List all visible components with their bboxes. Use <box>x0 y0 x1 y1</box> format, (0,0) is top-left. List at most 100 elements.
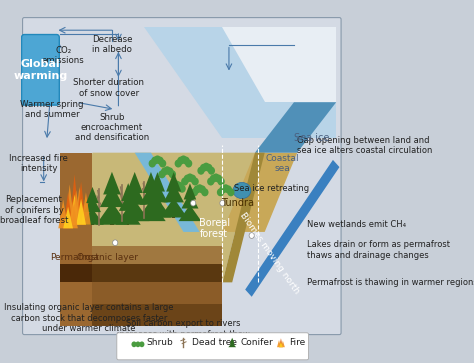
Polygon shape <box>121 183 135 201</box>
Polygon shape <box>144 198 171 217</box>
Circle shape <box>173 181 181 189</box>
Polygon shape <box>60 264 92 282</box>
Polygon shape <box>60 282 222 304</box>
Text: Gap opening between land and
sea ice alters coastal circulation: Gap opening between land and sea ice alt… <box>297 136 433 155</box>
Text: Dead tree: Dead tree <box>191 338 237 347</box>
Circle shape <box>184 175 191 183</box>
Polygon shape <box>145 26 336 138</box>
Polygon shape <box>70 195 80 225</box>
Circle shape <box>179 185 186 193</box>
Polygon shape <box>179 205 201 221</box>
Polygon shape <box>127 220 129 225</box>
Circle shape <box>191 188 198 196</box>
Circle shape <box>176 182 183 190</box>
Text: Fire: Fire <box>289 338 305 347</box>
Polygon shape <box>156 212 159 217</box>
Polygon shape <box>127 172 143 193</box>
Polygon shape <box>281 341 285 347</box>
Polygon shape <box>150 172 165 192</box>
Text: Decrease
in albedo: Decrease in albedo <box>91 35 132 54</box>
Polygon shape <box>86 187 99 203</box>
Circle shape <box>249 233 254 238</box>
Polygon shape <box>91 220 93 225</box>
Text: Organic layer: Organic layer <box>77 253 137 262</box>
Polygon shape <box>147 183 168 203</box>
Text: Biomes moving north: Biomes moving north <box>238 211 301 296</box>
Polygon shape <box>184 183 196 200</box>
Text: Sea ice retreating: Sea ice retreating <box>234 184 309 193</box>
Circle shape <box>210 175 217 183</box>
Text: Global
warming: Global warming <box>13 59 68 81</box>
Text: Increased fire
intensity: Increased fire intensity <box>9 154 68 173</box>
Polygon shape <box>71 190 81 225</box>
Circle shape <box>139 342 145 347</box>
Circle shape <box>158 170 165 178</box>
Polygon shape <box>76 182 86 225</box>
Polygon shape <box>228 343 236 347</box>
Polygon shape <box>96 202 128 225</box>
Circle shape <box>197 167 205 175</box>
Circle shape <box>185 159 192 167</box>
Polygon shape <box>81 208 104 225</box>
Circle shape <box>222 184 229 192</box>
Polygon shape <box>60 304 222 326</box>
Polygon shape <box>279 338 283 347</box>
Polygon shape <box>222 153 264 282</box>
Circle shape <box>218 178 225 185</box>
Text: New wetlands emit CH₄: New wetlands emit CH₄ <box>307 220 406 229</box>
Circle shape <box>202 163 210 171</box>
Polygon shape <box>103 172 121 195</box>
Circle shape <box>161 167 168 175</box>
Polygon shape <box>60 153 255 282</box>
Polygon shape <box>255 102 336 153</box>
Circle shape <box>151 156 158 165</box>
Polygon shape <box>124 184 146 205</box>
Text: Shorter duration
of snow cover: Shorter duration of snow cover <box>73 78 144 98</box>
Polygon shape <box>60 153 92 326</box>
Text: Boreal
forest: Boreal forest <box>199 217 230 239</box>
Circle shape <box>169 170 176 178</box>
Text: Lakes drain or form as permafrost
thaws and drainage changes: Lakes drain or form as permafrost thaws … <box>307 240 450 260</box>
Polygon shape <box>229 340 235 344</box>
Polygon shape <box>81 192 91 225</box>
Polygon shape <box>149 216 153 221</box>
Polygon shape <box>70 174 80 225</box>
Polygon shape <box>143 172 159 193</box>
Polygon shape <box>222 153 297 232</box>
Circle shape <box>189 175 196 183</box>
Polygon shape <box>279 342 283 347</box>
Circle shape <box>180 155 187 163</box>
Circle shape <box>156 156 164 165</box>
Ellipse shape <box>233 182 251 199</box>
Polygon shape <box>63 207 73 228</box>
Polygon shape <box>120 200 149 221</box>
Circle shape <box>164 166 171 174</box>
Text: Sea ice: Sea ice <box>294 133 329 143</box>
FancyBboxPatch shape <box>23 17 341 335</box>
Circle shape <box>225 185 232 193</box>
Text: Shrub: Shrub <box>146 338 173 347</box>
Circle shape <box>182 156 190 165</box>
Polygon shape <box>189 217 191 221</box>
Polygon shape <box>245 160 339 297</box>
Circle shape <box>181 178 188 185</box>
Polygon shape <box>140 184 162 205</box>
Polygon shape <box>63 192 73 228</box>
Text: Permafrost is thawing in warmer regions: Permafrost is thawing in warmer regions <box>307 278 474 287</box>
Polygon shape <box>182 192 199 208</box>
Circle shape <box>200 164 207 172</box>
Polygon shape <box>60 264 222 282</box>
Circle shape <box>186 174 193 182</box>
Circle shape <box>220 200 225 206</box>
Circle shape <box>191 200 196 206</box>
Circle shape <box>215 175 222 183</box>
Polygon shape <box>74 187 84 225</box>
Polygon shape <box>164 183 184 203</box>
Circle shape <box>227 188 235 196</box>
Text: CO₂
emissions: CO₂ emissions <box>42 46 84 65</box>
Polygon shape <box>60 246 222 282</box>
Circle shape <box>219 185 227 193</box>
Text: Permafrost: Permafrost <box>50 253 99 262</box>
Text: Tundra: Tundra <box>220 198 254 208</box>
FancyBboxPatch shape <box>22 34 59 105</box>
